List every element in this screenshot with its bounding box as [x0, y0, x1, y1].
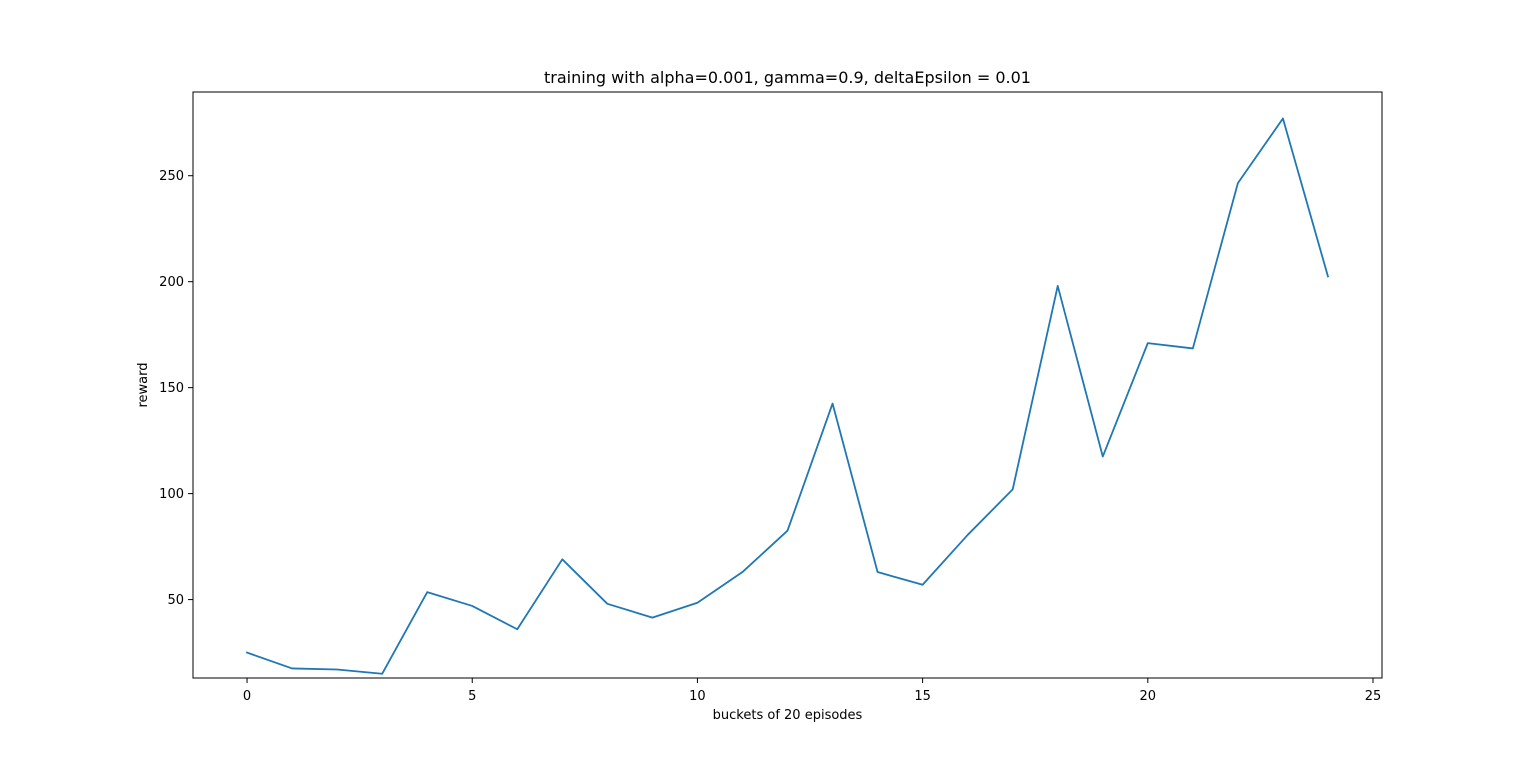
x-tick-label: 5	[468, 689, 476, 704]
y-tick-label: 100	[159, 487, 184, 502]
y-axis-ticks: 50 100 150 200 250	[159, 169, 193, 608]
x-tick-label: 20	[1140, 689, 1157, 704]
y-tick-label: 250	[159, 169, 184, 184]
y-axis-label: reward	[136, 362, 151, 407]
x-tick-label: 25	[1365, 689, 1382, 704]
x-axis-label: buckets of 20 episodes	[713, 708, 863, 723]
series-line	[247, 118, 1328, 673]
chart-title: training with alpha=0.001, gamma=0.9, de…	[544, 68, 1031, 87]
y-tick-label: 50	[167, 593, 184, 608]
x-axis-ticks: 0 5 10 15 20 25	[243, 678, 1381, 704]
x-tick-label: 10	[689, 689, 706, 704]
x-tick-label: 15	[914, 689, 931, 704]
y-tick-label: 150	[159, 381, 184, 396]
y-tick-label: 200	[159, 275, 184, 290]
x-tick-label: 0	[243, 689, 251, 704]
plot-area-frame	[193, 92, 1382, 678]
series-layer	[247, 118, 1328, 673]
